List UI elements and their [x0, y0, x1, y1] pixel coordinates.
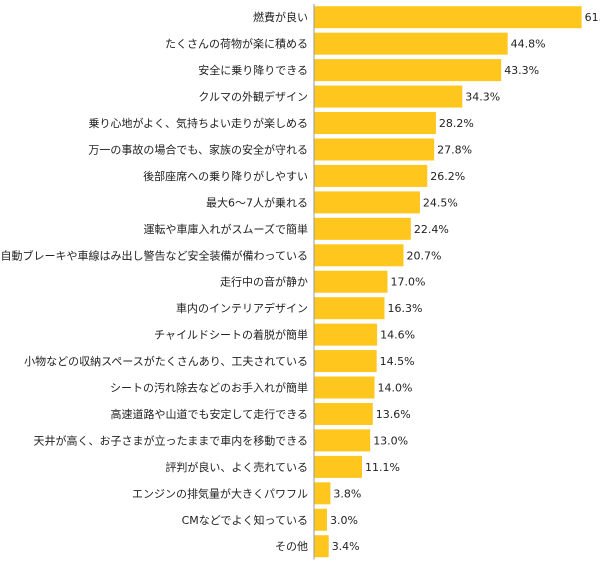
bar — [314, 323, 378, 346]
value-label: 26.2% — [430, 170, 465, 183]
category-label: 車内のインテリアデザイン — [176, 301, 308, 315]
bar — [314, 376, 375, 399]
category-label: クルマの外観デザイン — [198, 90, 308, 104]
category-label: その他 — [275, 540, 308, 553]
bar — [314, 112, 436, 135]
category-label: 後部座席への乗り降りがしやすい — [143, 169, 308, 183]
value-label: 17.0% — [390, 276, 425, 289]
value-label: 11.1% — [365, 461, 400, 474]
category-label: シートの汚れ除去などのお手入れが簡単 — [110, 381, 308, 395]
category-label: チャイルドシートの着脱が簡単 — [154, 328, 308, 342]
value-label: 3.0% — [330, 514, 358, 527]
value-label: 14.0% — [378, 382, 413, 395]
category-label: 走行中の音が静か — [220, 275, 308, 289]
category-label: エンジンの排気量が大きくパワフル — [132, 486, 308, 500]
bar — [314, 270, 388, 293]
category-label: 小物などの収納スペースがたくさんあり、工夫されている — [24, 354, 308, 368]
value-label: 13.0% — [373, 434, 408, 447]
bar — [314, 59, 502, 82]
bar — [314, 32, 508, 55]
category-label: たくさんの荷物が楽に積める — [165, 37, 308, 51]
bar — [314, 85, 463, 108]
category-label: 自動ブレーキや車線はみ出し警告など安全装備が備わっている — [1, 248, 308, 262]
category-label: 天井が高く、お子さまが立ったままで車内を移動できる — [34, 433, 308, 447]
value-label: 20.7% — [406, 249, 441, 262]
bar — [314, 217, 411, 240]
category-label: 評判が良い、よく売れている — [165, 460, 308, 474]
value-label: 43.3% — [504, 64, 539, 77]
bar — [314, 482, 331, 505]
bar — [314, 191, 420, 214]
bar — [314, 297, 385, 320]
category-label: 運転や車庫入れがスムーズで簡単 — [144, 222, 308, 236]
bar — [314, 429, 371, 452]
bar — [314, 244, 404, 267]
value-label: 16.3% — [387, 302, 422, 315]
category-label: CMなどでよく知っている — [182, 513, 308, 527]
category-label: 万一の事故の場合でも、家族の安全が守れる — [88, 142, 308, 156]
value-label: 3.8% — [333, 487, 361, 500]
value-label: 34.3% — [465, 91, 500, 104]
value-label: 24.5% — [423, 196, 458, 209]
bars-layer — [314, 6, 582, 558]
bar — [314, 535, 329, 558]
bar — [314, 350, 377, 373]
bar — [314, 164, 428, 187]
bar — [314, 455, 362, 478]
value-label: 13.6% — [376, 408, 411, 421]
value-label: 3.4% — [332, 540, 360, 553]
bar — [314, 138, 435, 161]
bar — [314, 6, 582, 29]
value-label: 14.6% — [380, 329, 415, 342]
category-label: 安全に乗り降りできる — [198, 63, 308, 77]
value-label: 14.5% — [380, 355, 415, 368]
value-label: 28.2% — [439, 117, 474, 130]
value-label: 61.9% — [585, 11, 600, 24]
category-label: 最大6～7人が乗れる — [206, 195, 308, 209]
bar — [314, 508, 327, 531]
category-label: 高速道路や山道でも安定して走行できる — [111, 407, 308, 421]
value-label: 27.8% — [437, 143, 472, 156]
labels-layer: 燃費が良い 61.9% たくさんの荷物が楽に積める 44.8% 安全に乗り降りできる 43… — [1, 10, 600, 553]
category-label: 乗り心地がよく、気持ちよい走りが楽しめる — [89, 116, 308, 130]
value-label: 22.4% — [414, 223, 449, 236]
value-label: 44.8% — [511, 38, 546, 51]
bar — [314, 402, 373, 425]
category-label: 燃費が良い — [253, 10, 308, 24]
